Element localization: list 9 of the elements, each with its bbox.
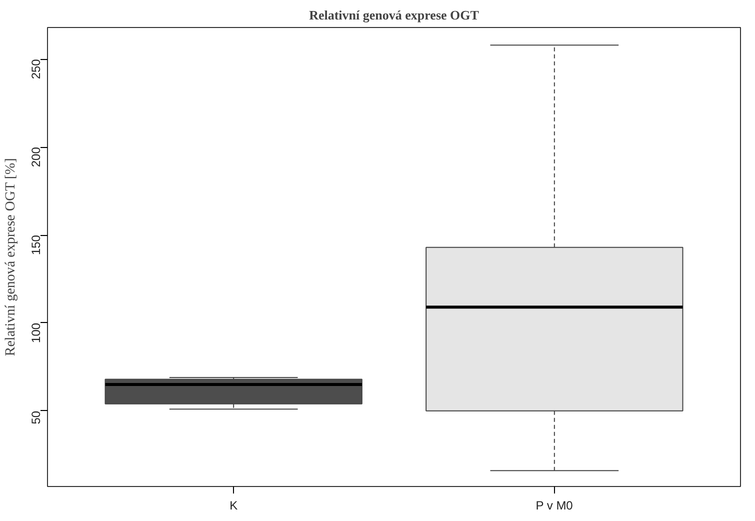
y-tick-label: 50 (29, 410, 43, 424)
y-axis-title: Relativní genová exprese OGT [%] (4, 158, 18, 356)
y-tick-label: 100 (29, 322, 43, 343)
y-tick-label: 250 (29, 58, 43, 80)
x-tick-label: P v M0 (536, 498, 574, 512)
y-tick-label: 200 (29, 146, 43, 168)
chart-title: Relativní genová exprese OGT (309, 8, 480, 22)
y-tick-label: 150 (29, 234, 43, 256)
x-tick-label: K (230, 498, 238, 512)
